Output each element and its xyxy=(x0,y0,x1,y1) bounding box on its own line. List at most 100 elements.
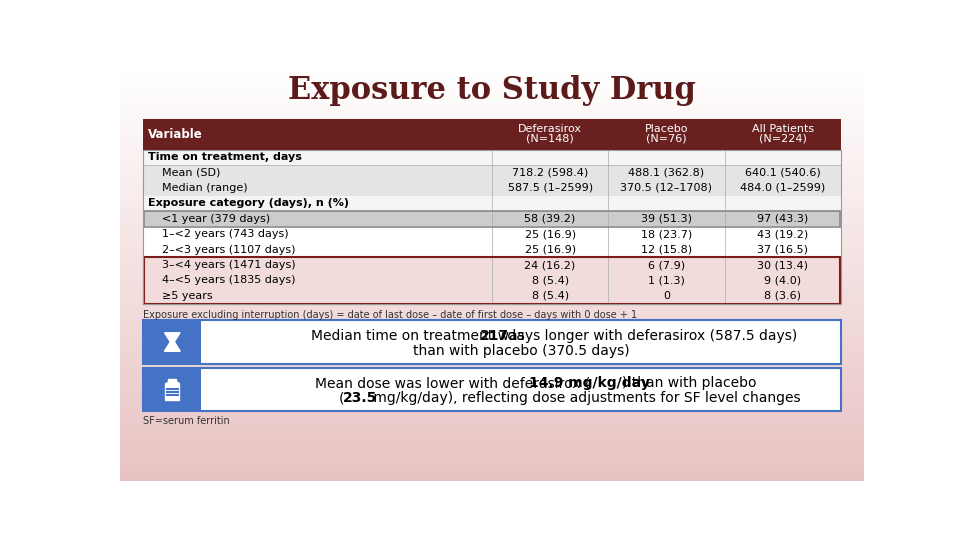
Bar xyxy=(143,368,841,411)
Bar xyxy=(120,140,864,141)
Bar xyxy=(120,219,864,220)
Bar xyxy=(143,368,202,411)
Bar xyxy=(120,221,864,222)
Bar xyxy=(120,400,864,401)
Bar xyxy=(120,227,864,228)
Bar xyxy=(120,135,864,136)
Bar xyxy=(120,409,864,410)
Bar xyxy=(120,336,864,338)
Text: mg/kg/day), reflecting dose adjustments for SF level changes: mg/kg/day), reflecting dose adjustments … xyxy=(370,392,801,406)
Bar xyxy=(120,157,864,158)
Bar xyxy=(120,193,864,194)
Bar xyxy=(120,208,864,209)
Bar xyxy=(120,73,864,74)
Bar xyxy=(120,206,864,207)
Bar xyxy=(120,122,864,123)
Bar xyxy=(120,323,864,325)
Bar xyxy=(120,89,864,90)
Text: 30 (13.4): 30 (13.4) xyxy=(757,260,808,270)
Bar xyxy=(120,100,864,101)
Bar xyxy=(120,430,864,431)
Bar xyxy=(120,419,864,420)
Bar xyxy=(120,390,864,391)
Text: 39 (51.3): 39 (51.3) xyxy=(641,214,692,224)
Bar xyxy=(120,211,864,212)
Bar xyxy=(120,218,864,219)
Bar xyxy=(120,230,864,231)
Bar xyxy=(120,269,864,271)
Bar xyxy=(120,402,864,403)
Bar xyxy=(120,416,864,417)
Bar xyxy=(120,271,864,272)
Bar xyxy=(120,335,864,336)
Bar xyxy=(120,480,864,481)
Text: than with placebo (370.5 days): than with placebo (370.5 days) xyxy=(413,343,630,357)
Bar xyxy=(120,160,864,161)
Bar xyxy=(120,305,864,306)
Bar xyxy=(120,462,864,463)
Bar xyxy=(120,452,864,453)
Bar xyxy=(120,384,864,385)
Bar xyxy=(120,308,864,309)
Bar xyxy=(120,108,864,109)
Bar xyxy=(120,171,864,172)
Bar xyxy=(120,394,864,395)
Bar xyxy=(120,469,864,470)
Bar xyxy=(120,429,864,430)
Bar xyxy=(120,252,864,253)
Bar xyxy=(120,166,864,167)
Bar xyxy=(120,83,864,84)
Bar xyxy=(120,360,864,361)
Bar xyxy=(120,299,864,300)
Bar xyxy=(120,190,864,191)
Text: 58 (39.2): 58 (39.2) xyxy=(524,214,576,224)
Bar xyxy=(120,420,864,421)
Bar xyxy=(120,328,864,329)
Bar xyxy=(120,459,864,460)
Bar xyxy=(120,460,864,461)
Bar xyxy=(120,232,864,233)
Bar xyxy=(120,321,864,322)
Bar xyxy=(120,240,864,241)
Bar xyxy=(120,293,864,294)
Bar xyxy=(120,370,864,372)
Text: 3–<4 years (1471 days): 3–<4 years (1471 days) xyxy=(148,260,296,270)
Bar xyxy=(120,179,864,180)
Bar xyxy=(120,253,864,254)
Bar xyxy=(120,248,864,249)
Bar xyxy=(120,233,864,234)
Bar xyxy=(120,129,864,130)
Bar xyxy=(143,226,841,242)
Bar xyxy=(120,204,864,205)
Bar xyxy=(120,200,864,201)
Text: 25 (16.9): 25 (16.9) xyxy=(524,229,576,239)
Bar xyxy=(120,185,864,186)
Bar xyxy=(143,180,841,195)
Bar xyxy=(120,456,864,457)
Bar xyxy=(120,366,864,367)
Bar xyxy=(120,322,864,323)
Bar xyxy=(120,225,864,226)
Bar xyxy=(120,213,864,214)
Bar xyxy=(120,272,864,273)
Bar xyxy=(120,407,864,408)
Bar xyxy=(120,300,864,301)
Text: Median (range): Median (range) xyxy=(148,183,248,193)
Text: Mean (SD): Mean (SD) xyxy=(148,167,220,178)
Bar xyxy=(120,280,864,281)
Bar xyxy=(120,104,864,105)
Bar xyxy=(120,148,864,150)
Bar xyxy=(120,306,864,307)
Bar xyxy=(120,455,864,456)
Bar xyxy=(120,466,864,467)
Bar xyxy=(120,423,864,424)
Bar xyxy=(120,289,864,291)
Bar xyxy=(120,136,864,137)
Text: 2–<3 years (1107 days): 2–<3 years (1107 days) xyxy=(148,245,296,254)
Bar xyxy=(120,298,864,299)
Bar xyxy=(120,267,864,268)
Bar xyxy=(120,461,864,462)
Bar xyxy=(120,465,864,466)
Bar xyxy=(120,139,864,140)
Bar xyxy=(120,173,864,174)
